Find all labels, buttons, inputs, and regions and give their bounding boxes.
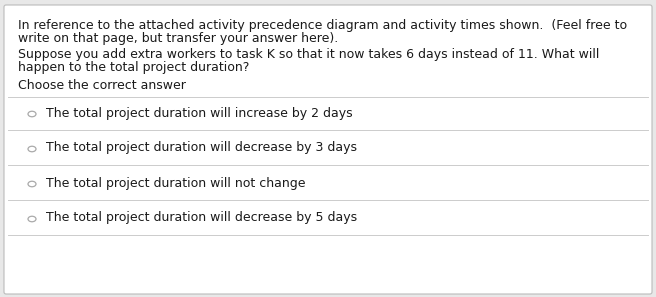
Text: Choose the correct answer: Choose the correct answer [18,79,186,92]
Text: The total project duration will increase by 2 days: The total project duration will increase… [46,107,353,119]
Text: The total project duration will not change: The total project duration will not chan… [46,176,306,189]
Ellipse shape [28,146,36,152]
Ellipse shape [28,216,36,222]
Ellipse shape [28,181,36,187]
Text: In reference to the attached activity precedence diagram and activity times show: In reference to the attached activity pr… [18,19,627,32]
Ellipse shape [28,111,36,117]
FancyBboxPatch shape [4,5,652,294]
Text: happen to the total project duration?: happen to the total project duration? [18,61,249,74]
Text: write on that page, but transfer your answer here).: write on that page, but transfer your an… [18,32,338,45]
Text: The total project duration will decrease by 5 days: The total project duration will decrease… [46,211,357,225]
Text: Suppose you add extra workers to task K so that it now takes 6 days instead of 1: Suppose you add extra workers to task K … [18,48,600,61]
Text: The total project duration will decrease by 3 days: The total project duration will decrease… [46,141,357,154]
